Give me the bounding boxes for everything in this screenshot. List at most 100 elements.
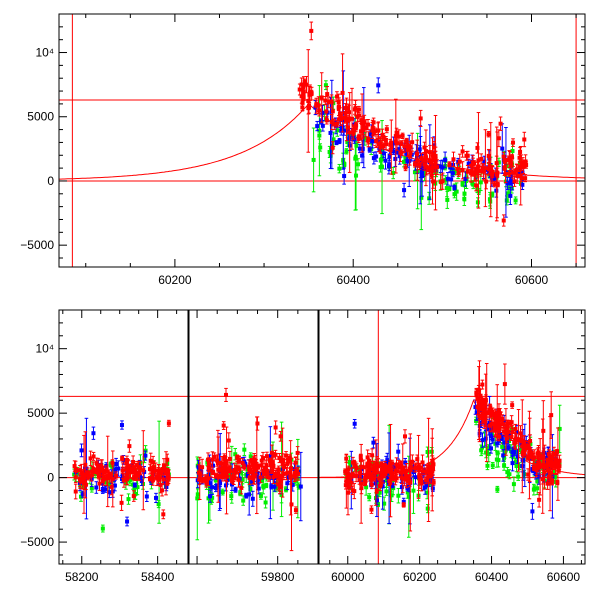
marker	[121, 478, 126, 483]
data-point	[114, 471, 119, 480]
marker	[508, 193, 513, 198]
marker	[297, 87, 302, 92]
marker	[260, 478, 265, 483]
marker	[440, 165, 445, 170]
marker	[324, 109, 329, 114]
data-point	[120, 462, 125, 480]
marker	[88, 456, 93, 461]
marker	[444, 186, 449, 191]
marker	[396, 134, 401, 139]
marker	[400, 133, 405, 138]
marker	[514, 464, 519, 469]
marker	[113, 467, 118, 472]
marker	[109, 484, 114, 489]
data-point	[502, 165, 507, 171]
marker	[495, 450, 500, 455]
marker	[509, 162, 514, 167]
marker	[513, 459, 518, 464]
marker	[483, 166, 488, 171]
marker	[319, 95, 324, 100]
marker	[324, 118, 329, 123]
marker	[143, 453, 148, 458]
marker	[510, 461, 515, 466]
marker	[342, 162, 347, 167]
data-point	[483, 129, 488, 208]
marker	[302, 79, 307, 84]
marker	[79, 470, 84, 475]
marker	[323, 83, 328, 88]
data-point	[147, 475, 152, 482]
marker	[384, 460, 389, 465]
data-point	[298, 451, 303, 522]
top-panel: 60200 60400 60600 −5000 0 5000 10⁴	[20, 13, 586, 287]
marker	[519, 441, 524, 446]
marker	[339, 128, 344, 133]
data-point	[462, 186, 467, 202]
marker	[89, 486, 94, 491]
marker	[490, 169, 495, 174]
marker	[507, 156, 512, 161]
marker	[456, 170, 461, 175]
data-point	[501, 151, 506, 162]
data-point	[384, 487, 389, 496]
marker	[354, 123, 359, 128]
marker	[395, 141, 400, 146]
marker	[492, 182, 497, 187]
marker	[125, 519, 130, 524]
marker	[479, 156, 484, 161]
marker	[255, 470, 260, 475]
marker	[519, 160, 524, 165]
marker	[413, 475, 418, 480]
marker	[380, 148, 385, 153]
marker	[298, 484, 303, 489]
marker	[357, 113, 362, 118]
marker	[245, 473, 250, 478]
data-point	[447, 161, 452, 168]
marker	[502, 463, 507, 468]
marker	[431, 153, 436, 158]
marker	[341, 118, 346, 123]
marker	[195, 496, 200, 501]
marker	[515, 174, 520, 179]
marker	[344, 117, 349, 122]
marker	[377, 490, 382, 495]
marker	[361, 123, 366, 128]
data-point	[343, 108, 348, 118]
marker	[469, 171, 474, 176]
data-point	[154, 492, 159, 504]
marker	[496, 136, 501, 141]
marker	[494, 161, 499, 166]
marker	[263, 500, 268, 505]
data-point	[469, 163, 474, 183]
data-point	[91, 461, 96, 476]
data-point	[507, 170, 512, 177]
marker	[353, 155, 358, 160]
marker	[420, 173, 425, 178]
data-point	[495, 181, 500, 188]
marker	[229, 482, 234, 487]
marker	[474, 418, 479, 423]
marker	[462, 191, 467, 196]
marker	[340, 90, 345, 95]
data-point	[387, 157, 392, 172]
marker	[214, 484, 219, 489]
marker	[242, 447, 247, 452]
marker	[142, 455, 147, 460]
marker	[511, 482, 516, 487]
bottom-panel: 58200 58400 59800 60000 60200 60400 60600−5000…	[20, 309, 586, 584]
data-point	[487, 162, 492, 176]
marker	[328, 130, 333, 135]
marker	[147, 476, 152, 481]
data-point	[381, 132, 386, 141]
data-point	[354, 121, 359, 129]
data-point	[311, 127, 316, 193]
marker	[401, 159, 406, 164]
marker	[343, 106, 348, 111]
marker	[430, 486, 435, 491]
data-point	[376, 77, 381, 94]
marker	[357, 146, 362, 151]
marker	[91, 431, 96, 436]
marker	[385, 458, 390, 463]
data-point	[484, 446, 489, 459]
data-point	[353, 154, 358, 161]
